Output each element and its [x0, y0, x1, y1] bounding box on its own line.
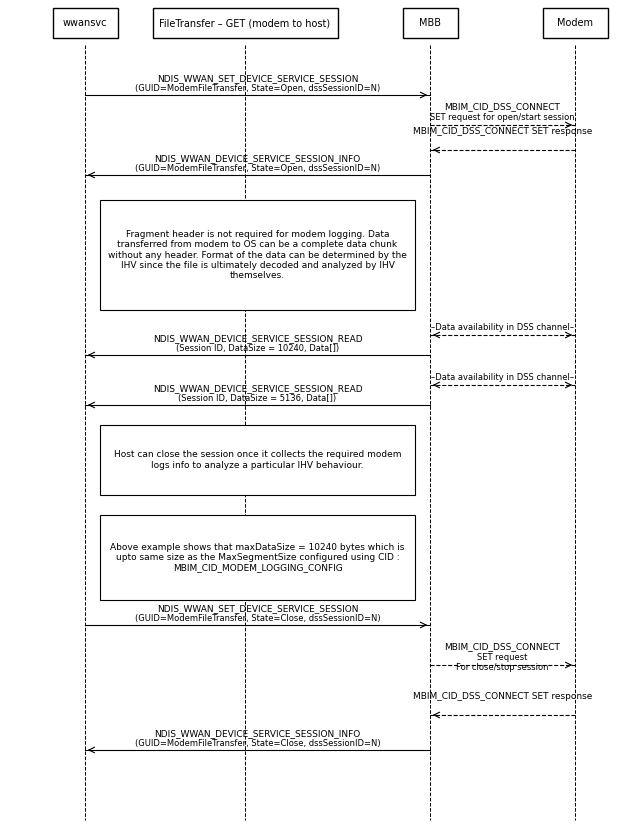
Bar — [53, 8, 117, 38]
Text: (GUID=ModemFileTransfer, State=Open, dssSessionID=N): (GUID=ModemFileTransfer, State=Open, dss… — [135, 164, 380, 173]
Bar — [100, 200, 415, 310]
Text: –Data availability in DSS channel–: –Data availability in DSS channel– — [431, 373, 574, 382]
Bar — [100, 515, 415, 600]
Text: NDIS_WWAN_SET_DEVICE_SERVICE_SESSION: NDIS_WWAN_SET_DEVICE_SERVICE_SESSION — [157, 74, 358, 83]
Text: (GUID=ModemFileTransfer, State=Open, dssSessionID=N): (GUID=ModemFileTransfer, State=Open, dss… — [135, 84, 380, 93]
Text: For close/stop session: For close/stop session — [456, 663, 549, 672]
Text: (GUID=ModemFileTransfer, State=Close, dssSessionID=N): (GUID=ModemFileTransfer, State=Close, ds… — [134, 614, 380, 623]
Text: SET request for open/start session: SET request for open/start session — [430, 113, 575, 122]
Text: MBIM_CID_DSS_CONNECT: MBIM_CID_DSS_CONNECT — [444, 102, 560, 111]
Text: wwansvc: wwansvc — [63, 18, 107, 28]
Bar — [100, 425, 415, 495]
Text: FileTransfer – GET (modem to host): FileTransfer – GET (modem to host) — [159, 18, 330, 28]
Text: (Session ID, DataSize = 10240, Data[]): (Session ID, DataSize = 10240, Data[]) — [176, 344, 339, 353]
Text: MBIM_CID_DSS_CONNECT SET response: MBIM_CID_DSS_CONNECT SET response — [413, 692, 592, 701]
Text: NDIS_WWAN_DEVICE_SERVICE_SESSION_INFO: NDIS_WWAN_DEVICE_SERVICE_SESSION_INFO — [154, 729, 361, 738]
Text: NDIS_WWAN_DEVICE_SERVICE_SESSION_INFO: NDIS_WWAN_DEVICE_SERVICE_SESSION_INFO — [154, 154, 361, 163]
Text: Fragment header is not required for modem logging. Data
transferred from modem t: Fragment header is not required for mode… — [108, 230, 407, 281]
Text: Host can close the session once it collects the required modem
logs info to anal: Host can close the session once it colle… — [113, 451, 401, 470]
Text: (Session ID, DataSize = 5136, Data[]): (Session ID, DataSize = 5136, Data[]) — [178, 394, 337, 403]
Text: MBB: MBB — [419, 18, 441, 28]
Text: Modem: Modem — [557, 18, 593, 28]
Bar — [403, 8, 458, 38]
Text: –Data availability in DSS channel–: –Data availability in DSS channel– — [431, 323, 574, 332]
Text: MBIM_CID_DSS_CONNECT SET response: MBIM_CID_DSS_CONNECT SET response — [413, 127, 592, 136]
Text: (GUID=ModemFileTransfer, State=Close, dssSessionID=N): (GUID=ModemFileTransfer, State=Close, ds… — [134, 739, 380, 748]
Bar — [543, 8, 607, 38]
Text: SET request: SET request — [477, 653, 527, 662]
Text: NDIS_WWAN_DEVICE_SERVICE_SESSION_READ: NDIS_WWAN_DEVICE_SERVICE_SESSION_READ — [153, 384, 362, 393]
Bar — [153, 8, 337, 38]
Text: NDIS_WWAN_DEVICE_SERVICE_SESSION_READ: NDIS_WWAN_DEVICE_SERVICE_SESSION_READ — [153, 334, 362, 343]
Text: Above example shows that maxDataSize = 10240 bytes which is
upto same size as th: Above example shows that maxDataSize = 1… — [110, 543, 404, 573]
Text: MBIM_CID_DSS_CONNECT: MBIM_CID_DSS_CONNECT — [444, 642, 560, 651]
Text: NDIS_WWAN_SET_DEVICE_SERVICE_SESSION: NDIS_WWAN_SET_DEVICE_SERVICE_SESSION — [157, 604, 358, 613]
